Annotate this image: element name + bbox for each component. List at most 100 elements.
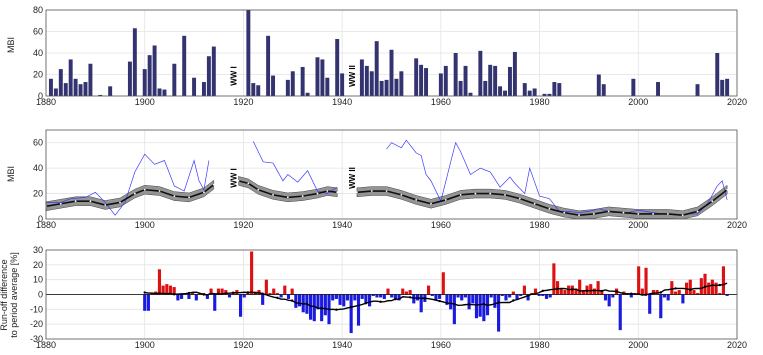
negative-runoff-bar: [463, 294, 467, 298]
negative-runoff-bar: [393, 294, 397, 299]
runoff-trend-point: [394, 297, 397, 301]
runoff-trend-point: [173, 293, 176, 296]
mbi-bar: [379, 80, 384, 96]
runoff-trend-point: [689, 288, 692, 291]
smoothed-mbi-line: [356, 189, 728, 216]
smoothed-mbi-point: [681, 214, 684, 217]
y-tick-label: 80: [33, 5, 43, 15]
positive-runoff-bar: [692, 290, 696, 295]
top-y-axis-label: MBI: [6, 37, 16, 53]
negative-runoff-bar: [471, 294, 475, 304]
y-tick-label: -30: [30, 334, 43, 344]
war-annotation: WW II: [348, 65, 357, 87]
runoff-trend-point: [659, 291, 662, 294]
negative-runoff-bar: [519, 294, 523, 296]
confidence-band: [356, 184, 728, 220]
plot-frame: [45, 9, 738, 97]
positive-runoff-bar: [644, 267, 648, 295]
smoothed-mbi-point: [286, 196, 289, 199]
mbi-bar: [438, 73, 443, 96]
runoff-trend-point: [541, 289, 545, 293]
negative-runoff-bar: [607, 294, 611, 307]
middle-series-lines: [45, 139, 729, 217]
smoothed-mbi-point: [316, 192, 319, 195]
positive-runoff-bar: [264, 279, 268, 295]
y-tick-label: 60: [33, 138, 43, 148]
positive-runoff-bar: [209, 288, 213, 295]
smoothed-mbi-point: [474, 192, 477, 195]
positive-runoff-bar: [574, 288, 578, 295]
negative-runoff-bar: [478, 294, 482, 317]
x-tick-label: 1980: [530, 340, 550, 350]
smoothed-mbi-point: [336, 191, 339, 194]
mbi-bar: [271, 75, 276, 96]
negative-runoff-bar: [180, 294, 184, 299]
runoff-trend-point: [718, 283, 721, 287]
mbi-bar: [507, 66, 512, 96]
positive-runoff-bar: [522, 285, 526, 295]
negative-runoff-bar: [497, 294, 501, 332]
positive-runoff-bar: [563, 290, 567, 295]
positive-runoff-bar: [703, 273, 707, 295]
smoothed-mbi-point: [563, 211, 566, 214]
negative-runoff-bar: [618, 294, 622, 331]
bottom-y-axis-label-line-2: to period average [%]: [9, 252, 19, 338]
mbi-bar: [468, 92, 473, 96]
negative-runoff-bar: [438, 294, 442, 299]
mbi-bar: [443, 65, 448, 96]
mbi-bar: [83, 82, 88, 96]
smoothed-mbi-point: [667, 213, 669, 215]
mbi-bar: [715, 53, 720, 96]
positive-runoff-bar: [157, 269, 162, 295]
confidence-band: [45, 179, 215, 212]
positive-runoff-bar: [404, 291, 408, 295]
positive-runoff-bar: [673, 291, 678, 295]
negative-runoff-bar: [146, 294, 150, 311]
positive-runoff-bar: [441, 272, 445, 295]
negative-runoff-bar: [297, 294, 302, 307]
positive-runoff-bar: [224, 290, 228, 295]
smoothed-mbi-point: [400, 193, 403, 196]
x-tick-label: 1980: [530, 97, 550, 107]
runoff-trend-point: [231, 291, 235, 294]
y-tick-label: -20: [30, 319, 43, 329]
positive-runoff-bar: [688, 279, 692, 295]
smoothed-mbi-point: [726, 188, 729, 191]
mbi-bar: [695, 84, 700, 96]
positive-runoff-bar: [408, 290, 412, 295]
negative-runoff-bar: [666, 294, 670, 301]
positive-runoff-bar: [637, 266, 641, 295]
x-tick-label: 2020: [727, 340, 747, 350]
mbi-bar: [369, 71, 374, 96]
mbi-bar: [53, 88, 58, 96]
x-tick-label: 1900: [135, 97, 155, 107]
positive-runoff-bar: [677, 290, 681, 295]
top-annotations: WW I WW II: [230, 65, 357, 87]
negative-runoff-bar: [334, 294, 338, 299]
smoothed-mbi-point: [518, 197, 521, 200]
positive-runoff-bar: [216, 288, 221, 295]
mbi-bar: [596, 74, 601, 96]
negative-runoff-bar: [449, 294, 453, 310]
positive-runoff-bar: [670, 281, 674, 295]
mbi-bar: [335, 39, 340, 96]
x-tick-label: 1940: [332, 97, 352, 107]
smoothed-mbi-point: [188, 196, 191, 199]
top-axes: 1880 1900 1920 1940 1960 1980 2000 2020 0 20 40 60 8…: [33, 5, 747, 107]
raw-mbi-line: [252, 141, 338, 194]
raw-mbi-line: [46, 153, 210, 216]
runoff-trend-point: [187, 291, 191, 295]
y-tick-label: 0: [38, 214, 43, 224]
smoothed-mbi-point: [237, 179, 240, 182]
positive-runoff-bar: [581, 290, 585, 295]
mbi-bar: [320, 59, 325, 96]
x-tick-label: 1900: [135, 340, 155, 350]
negative-runoff-bar: [541, 294, 545, 296]
x-tick-label: 2020: [727, 220, 747, 230]
y-tick-label: -10: [30, 304, 43, 314]
negative-runoff-bar: [345, 294, 350, 301]
runoff-trend-point: [438, 299, 441, 303]
mbi-bar: [315, 57, 320, 96]
smoothed-mbi-point: [173, 195, 176, 198]
smoothed-mbi-point: [444, 199, 447, 201]
